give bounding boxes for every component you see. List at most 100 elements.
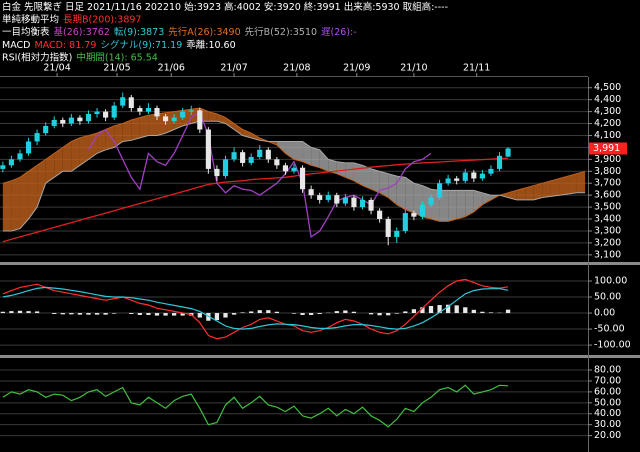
y-tick-label: -100.00 — [594, 340, 631, 351]
x-tick-label: 21/08 — [283, 63, 310, 74]
histogram-bar — [154, 313, 160, 316]
cloud-segment — [568, 173, 577, 194]
candle-body — [34, 133, 40, 142]
candle-body — [137, 108, 143, 112]
histogram-bar — [197, 313, 202, 318]
cloud-segment — [448, 190, 457, 222]
candle-body — [505, 148, 511, 157]
header-text: 遅(26):- — [321, 27, 357, 38]
cloud-segment — [28, 165, 38, 220]
cloud-segment — [336, 161, 346, 178]
histogram-bar — [9, 311, 14, 314]
cloud-segment — [71, 137, 80, 172]
indicator-line — [87, 110, 432, 239]
histogram-bar — [428, 305, 434, 314]
cloud-segment — [362, 165, 372, 190]
histogram-bar — [0, 311, 5, 314]
cloud-segment — [148, 114, 157, 136]
y-tick-label: 3,400 — [594, 214, 621, 225]
candle-body — [291, 167, 297, 172]
cloud-segment — [208, 111, 217, 122]
cloud-segment — [54, 147, 63, 178]
candle-body — [385, 219, 391, 237]
cloud-segment — [550, 178, 560, 197]
candle-body — [180, 111, 186, 118]
axis-line — [588, 77, 589, 452]
histogram-bar — [308, 313, 314, 315]
y-tick-label: 4,500 — [594, 82, 621, 93]
series-line — [2, 278, 509, 340]
y-tick-label: 4,300 — [594, 106, 621, 117]
candle-body — [496, 155, 503, 169]
cloud-segment — [508, 190, 517, 200]
histogram-bar — [163, 313, 168, 316]
cloud-segment — [456, 190, 466, 220]
y-tick-label: 3,700 — [594, 178, 621, 189]
y-tick-label: 30.00 — [594, 419, 621, 430]
cloud-segment — [97, 129, 106, 154]
cloud-segment — [62, 141, 72, 172]
candle-body — [120, 97, 126, 106]
candle-body — [471, 172, 477, 179]
candle-body — [419, 204, 426, 217]
cloud-segment — [139, 115, 149, 138]
x-tick-label: 21/10 — [400, 63, 427, 74]
header-line: 一目均衡表 基(26):3762 転(9):3873 先行A(26):3490 先行B(… — [2, 26, 357, 38]
histogram-bar — [420, 307, 425, 314]
histogram-bar — [86, 313, 91, 315]
y-tick-label: 4,400 — [594, 94, 621, 105]
candle-body — [231, 152, 237, 160]
candle-body — [145, 108, 151, 112]
histogram-bar — [129, 313, 134, 315]
x-tick-label: 21/09 — [343, 63, 370, 74]
cloud-segment — [37, 159, 46, 208]
histogram-bar — [69, 313, 74, 315]
histogram-bar — [146, 313, 151, 315]
header-line: MACD MACD: 81.79 シグナル(9):71.19 乖離:10.60 — [2, 38, 236, 50]
cloud-segment — [294, 141, 303, 162]
histogram-bar — [437, 305, 442, 314]
header-text: 長期B(200):3897 — [63, 14, 141, 25]
y-tick-label: 4,100 — [594, 130, 621, 141]
cloud-segment — [234, 123, 243, 136]
header-line: 白金 先限繋ぎ 日足 2021/11/16 202210 始:3923 高:40… — [2, 1, 448, 13]
candle-body — [25, 141, 32, 154]
candle-body — [479, 173, 485, 179]
cloud-segment — [465, 190, 474, 217]
histogram-bar — [206, 313, 211, 321]
header-text: MACD — [2, 39, 30, 50]
histogram-bar — [351, 311, 357, 314]
candle-body — [454, 178, 460, 181]
histogram-bar — [231, 313, 237, 315]
histogram-bar — [240, 312, 245, 314]
candle-body — [197, 110, 203, 130]
histogram-bar — [266, 310, 271, 314]
header-text: 中期間(14): 65.54 — [76, 51, 157, 63]
histogram-bar — [394, 313, 399, 314]
x-tick-label: 21/11 — [463, 63, 490, 74]
header-text: RSI(相対力指数) — [2, 51, 72, 63]
cloud-segment — [328, 159, 337, 174]
candle-body — [68, 117, 74, 124]
cloud-segment — [319, 149, 329, 172]
histogram-bar — [171, 313, 177, 316]
cloud-segment — [225, 117, 235, 130]
candle-body — [77, 117, 83, 122]
header-line: 単純移動平均 長期B(200):3897 — [2, 13, 141, 25]
y-tick-label: 3,500 — [594, 202, 621, 213]
indicator-line — [2, 157, 509, 243]
candle-body — [282, 165, 289, 172]
histogram-bar — [403, 311, 408, 314]
histogram-bar — [445, 304, 451, 314]
cloud-segment — [105, 125, 115, 150]
panel-separator — [0, 355, 640, 358]
panel — [0, 278, 588, 346]
header-text: シグナル(9):71.19 — [100, 38, 182, 50]
candle-body — [351, 197, 357, 208]
cloud-segment — [345, 162, 354, 181]
series-line — [2, 286, 509, 330]
cloud-segment — [45, 153, 55, 184]
candle-body — [17, 153, 23, 160]
candle-body — [222, 159, 229, 177]
y-tick-label: 3,800 — [594, 166, 621, 177]
